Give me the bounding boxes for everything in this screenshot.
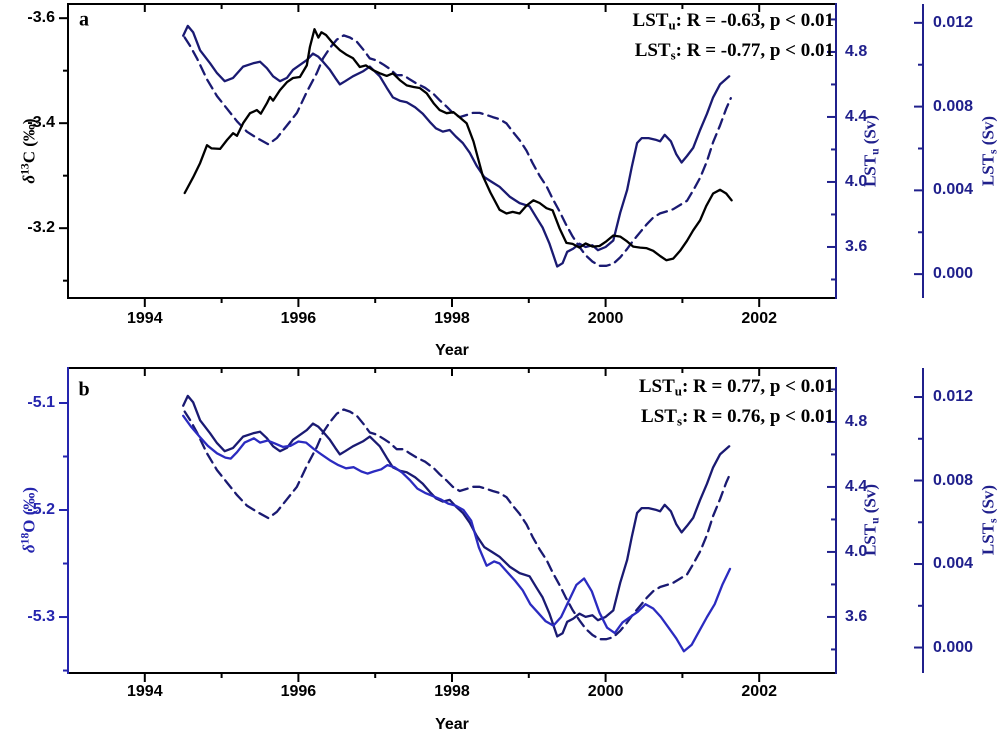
y-tick-label: 4.4 [845, 477, 868, 495]
y-tick-label: 4.0 [845, 172, 868, 190]
label-subscript: u [668, 17, 676, 33]
x-tick-label: 1994 [127, 683, 163, 700]
x-tick-label: 1996 [280, 310, 317, 327]
label-base: LST [860, 154, 880, 188]
delta13C-line-a [183, 28, 733, 262]
panel-letter: b [78, 378, 90, 401]
label-superscript: 13 [18, 163, 32, 175]
x-tick-label: 1998 [434, 683, 470, 700]
y-tick-label: 0.008 [933, 97, 974, 115]
label-rest: C (‰) [19, 118, 39, 164]
label-base: δ [19, 544, 39, 554]
label-base: LST [632, 10, 669, 31]
label-base: LST [860, 523, 880, 557]
left-axis-title: δ18O (‰) [19, 487, 40, 553]
x-tick-label: 2002 [741, 683, 777, 700]
far-right-axis-title: LSTs (Sv) [978, 485, 999, 555]
label-superscript: 18 [18, 532, 32, 545]
label-rest: (Sv) [978, 484, 998, 519]
label-subscript: s [986, 149, 1000, 154]
label-subscript: s [670, 47, 676, 63]
panel-a [59, 3, 924, 307]
correlation-annotation: LSTs: R = -0.77, p < 0.01 [635, 38, 834, 69]
y-tick-label: -5.3 [27, 608, 55, 626]
LST_s-line-a [183, 34, 732, 267]
label-subscript: u [868, 148, 882, 155]
label-rest: O (‰) [19, 486, 39, 533]
x-tick-label: 2000 [587, 683, 624, 700]
y-tick-label: 0.000 [933, 638, 974, 656]
LST_u-line-a [182, 24, 731, 268]
y-tick-label: 0.012 [933, 13, 974, 31]
label-subscript: u [868, 517, 882, 524]
y-tick-label: 4.4 [845, 107, 868, 125]
x-axis-title: Year [435, 342, 469, 359]
panel-b [59, 367, 924, 682]
y-tick-label: 4.0 [845, 542, 868, 560]
correlation-annotation: LSTu: R = -0.63, p < 0.01 [633, 8, 834, 39]
y-tick-label: -5.2 [27, 501, 55, 518]
far-right-axis-title: LSTs (Sv) [978, 116, 999, 186]
LST_s-line-b [183, 408, 732, 641]
x-tick-label: 2002 [741, 310, 777, 327]
label-rest: : R = -0.63, p < 0.01 [675, 10, 834, 31]
x-tick-label: 2000 [587, 310, 624, 327]
left-axis-title: δ13C (‰) [19, 118, 40, 183]
label-base: LST [978, 522, 998, 556]
x-tick-label: 1996 [280, 683, 317, 700]
y-tick-label: 4.8 [845, 42, 868, 60]
label-base: LST [638, 376, 675, 397]
label-rest: (Sv) [860, 483, 880, 518]
y-tick-label: 0.000 [933, 265, 974, 283]
label-rest: (Sv) [860, 114, 880, 149]
label-base: LST [978, 153, 998, 187]
right-axis-title: LSTu (Sv) [860, 115, 881, 187]
y-tick-label: -3.2 [27, 219, 55, 237]
label-base: δ [19, 174, 39, 184]
delta18O-line-b [182, 414, 732, 653]
y-tick-label: 0.004 [933, 555, 974, 573]
y-tick-label: 3.6 [845, 607, 868, 625]
correlation-annotation: LSTu: R = 0.77, p < 0.01 [639, 374, 834, 405]
y-tick-label: 4.8 [845, 412, 868, 430]
y-tick-label: -3.6 [27, 9, 55, 27]
y-tick-label: 0.008 [933, 471, 974, 489]
y-tick-label: 3.6 [845, 237, 868, 255]
LST_u-line-b [182, 394, 731, 638]
correlation-annotation: LSTs: R = 0.76, p < 0.01 [641, 404, 834, 435]
label-rest: : R = 0.76, p < 0.01 [681, 406, 834, 427]
x-axis-title: Year [435, 716, 469, 733]
y-tick-label: -5.1 [27, 393, 55, 411]
y-tick-label: -3.4 [27, 114, 55, 132]
label-rest: (Sv) [978, 115, 998, 150]
label-base: LST [634, 40, 671, 61]
x-tick-label: 1998 [434, 310, 470, 327]
right-axis-title: LSTu (Sv) [860, 484, 881, 556]
label-subscript: u [674, 383, 682, 399]
label-subscript: s [676, 413, 682, 429]
label-rest: : R = -0.77, p < 0.01 [675, 40, 834, 61]
y-tick-label: 0.004 [933, 181, 974, 199]
y-tick-label: 0.012 [933, 388, 974, 406]
x-tick-label: 1994 [127, 310, 163, 327]
panel-letter: a [79, 8, 89, 31]
label-rest: : R = 0.77, p < 0.01 [681, 376, 834, 397]
label-base: LST [641, 406, 677, 427]
label-subscript: s [986, 518, 1000, 523]
